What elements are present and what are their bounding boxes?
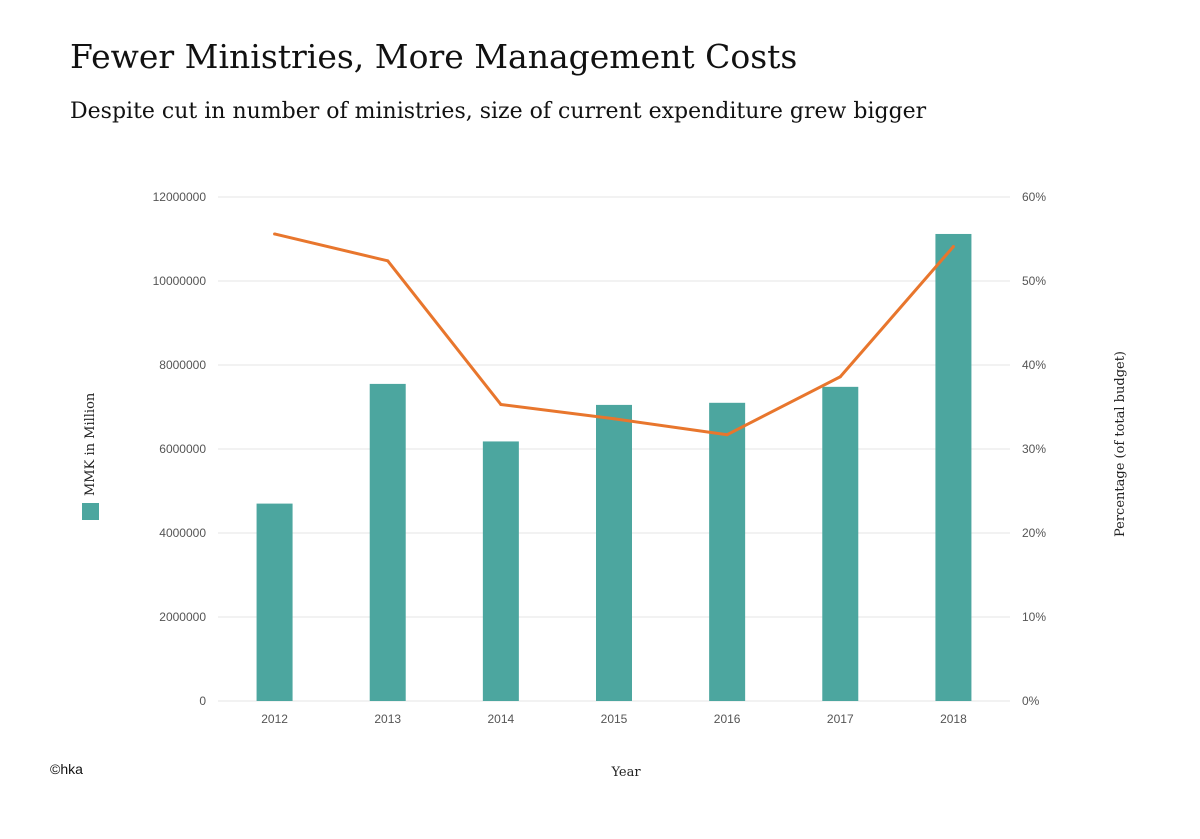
line-point-2017 [838, 375, 842, 379]
bar-series [256, 233, 972, 701]
x-axis-ticks: 2012 2013 2014 2015 2016 2017 2018 [261, 712, 967, 726]
bar-2012 [256, 503, 293, 701]
right-tick-label: 10% [1022, 610, 1046, 624]
left-axis-ticks: 0 2000000 4000000 6000000 8000000 10000000 120… [153, 190, 207, 708]
right-tick-label: 30% [1022, 442, 1046, 456]
right-axis-title: Percentage (of total budget) [1113, 351, 1128, 537]
right-tick-label: 0% [1022, 694, 1040, 708]
x-tick-label: 2014 [488, 712, 515, 726]
line-point-2016 [725, 433, 729, 437]
left-tick-label: 8000000 [159, 358, 206, 372]
bar-2016 [709, 402, 746, 701]
bar-2015 [596, 404, 632, 701]
chart-title: Fewer Ministries, More Management Costs [70, 37, 797, 76]
line-point-2018 [951, 245, 955, 249]
right-tick-label: 60% [1022, 190, 1046, 204]
line-point-2014 [499, 402, 503, 406]
x-tick-label: 2013 [374, 712, 401, 726]
left-tick-label: 6000000 [159, 442, 206, 456]
left-tick-label: 0 [199, 694, 206, 708]
line-series [273, 232, 955, 437]
x-tick-label: 2016 [714, 712, 741, 726]
left-axis-title: MMK in Million [83, 392, 98, 496]
line-point-2015 [612, 417, 616, 421]
left-tick-label: 10000000 [153, 274, 207, 288]
line-point-2013 [386, 259, 390, 263]
bar-2018 [935, 233, 972, 701]
credit-text: ©hka [50, 761, 83, 777]
x-axis-title: Year [610, 765, 641, 780]
x-tick-label: 2015 [601, 712, 628, 726]
right-tick-label: 20% [1022, 526, 1046, 540]
left-tick-label: 2000000 [159, 610, 206, 624]
legend-swatch [82, 503, 99, 520]
x-tick-label: 2018 [940, 712, 967, 726]
left-tick-label: 12000000 [153, 190, 207, 204]
bar-2013 [369, 383, 406, 701]
line-point-2012 [273, 232, 277, 236]
chart-subtitle: Despite cut in number of ministries, siz… [70, 99, 927, 124]
bar-2017 [822, 386, 859, 701]
right-axis-ticks: 0% 10% 20% 30% 40% 50% 60% [1022, 190, 1046, 708]
right-tick-label: 50% [1022, 274, 1046, 288]
x-tick-label: 2017 [827, 712, 854, 726]
left-tick-label: 4000000 [159, 526, 206, 540]
right-tick-label: 40% [1022, 358, 1046, 372]
x-tick-label: 2012 [261, 712, 288, 726]
bar-2014 [482, 441, 519, 701]
